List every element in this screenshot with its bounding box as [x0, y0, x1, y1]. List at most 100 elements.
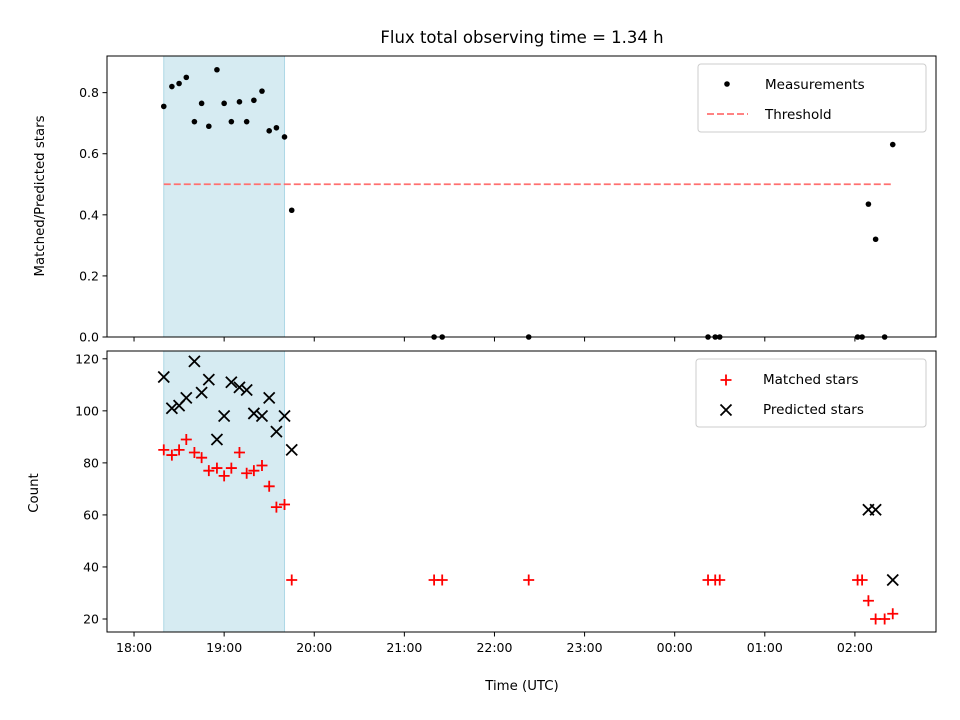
matched-star-point: [286, 574, 298, 586]
measurement-point: [169, 83, 175, 90]
matched-star-point: [196, 452, 208, 464]
predicted-star-point: [247, 407, 261, 420]
measurement-point: [889, 141, 896, 148]
measurement-point: [273, 124, 280, 131]
bottom-panel-series: [157, 355, 899, 625]
matched-star-point: [218, 470, 230, 482]
legend-matched-marker: [720, 374, 732, 386]
x-tick-label: 01:00: [747, 640, 783, 655]
predicted-star-point: [270, 425, 283, 438]
measurement-point: [191, 118, 198, 125]
y-tick-label: 0.0: [79, 330, 99, 345]
predicted-star-point: [165, 402, 179, 415]
matched-star-point: [241, 467, 253, 479]
legend-measurements-label: Measurements: [765, 77, 865, 93]
y-tick-label: 0.4: [79, 207, 99, 222]
predicted-star-point: [886, 573, 899, 587]
matched-star-point: [523, 574, 535, 586]
predicted-star-point: [180, 391, 193, 404]
predicted-star-point: [157, 370, 170, 384]
measurement-point: [160, 103, 167, 110]
measurement-point: [206, 123, 212, 130]
legend-predicted-label: Predicted stars: [763, 402, 864, 418]
matched-star-point: [436, 574, 448, 586]
bottom-panel: 20 40 60 80 100 120 18:00 19:00 20:00 21:00 22:00 2…: [27, 350, 937, 694]
top-y-axis-label: Matched/Predicted stars: [33, 115, 48, 276]
matched-star-point: [233, 446, 245, 458]
matched-star-point: [166, 449, 178, 461]
x-tick-label: 20:00: [296, 640, 332, 655]
measurement-point: [251, 97, 257, 104]
matched-star-point: [225, 462, 237, 474]
bottom-y-axis-label: Count: [27, 473, 42, 513]
predicted-star-point: [255, 409, 269, 423]
measurement-point: [236, 99, 243, 105]
predicted-star-point: [210, 433, 224, 446]
matched-star-point: [714, 574, 726, 586]
top-panel-ticks: 0.0 0.2 0.4 0.6 0.8: [79, 85, 856, 345]
predicted-star-point: [263, 391, 276, 404]
legend-measurements-marker: [724, 81, 730, 87]
matched-star-point: [158, 444, 170, 456]
measurement-point: [865, 201, 872, 207]
matched-star-point: [256, 459, 268, 471]
measurement-point: [259, 88, 265, 94]
matched-star-point: [862, 595, 874, 607]
measurement-point: [183, 74, 190, 81]
y-tick-label: 0.8: [79, 85, 99, 100]
predicted-star-point: [233, 381, 246, 394]
x-tick-label: 23:00: [567, 640, 603, 655]
chart-title: Flux total observing time = 1.34 h: [380, 28, 663, 47]
matched-star-point: [211, 462, 223, 474]
legend-predicted-marker: [719, 403, 733, 417]
predicted-star-point: [218, 409, 231, 423]
bottom-panel-frame: [106, 350, 937, 633]
y-tick-label: 40: [83, 559, 99, 574]
bottom-legend: Matched stars Predicted stars: [695, 358, 927, 428]
measurement-point: [214, 66, 220, 73]
measurement-point: [266, 128, 272, 134]
x-tick-label: 18:00: [116, 640, 152, 655]
matched-star-point: [856, 574, 868, 586]
y-tick-label: 100: [75, 403, 99, 418]
matched-star-point: [279, 499, 291, 511]
top-panel-frame: [106, 55, 937, 338]
x-tick-label: 21:00: [386, 640, 422, 655]
predicted-star-point: [240, 383, 253, 397]
bottom-legend-box: [695, 358, 927, 428]
y-tick-label: 0.2: [79, 268, 99, 283]
predicted-star-point: [869, 503, 882, 516]
predicted-star-point: [195, 386, 208, 399]
predicted-star-point: [225, 376, 238, 389]
top-panel: 0.00.20.40.60.8 Matched/Predicted stars …: [33, 55, 937, 345]
matched-star-point: [203, 465, 215, 477]
matched-star-point: [887, 608, 899, 620]
measurement-point: [198, 100, 205, 107]
x-tick-label: 19:00: [206, 640, 242, 655]
measurement-point: [228, 118, 235, 125]
matched-star-point: [188, 446, 200, 458]
y-tick-label: 120: [75, 351, 99, 366]
y-tick-label: 80: [83, 455, 99, 470]
x-tick-label: 02:00: [837, 640, 873, 655]
x-axis-label: Time (UTC): [484, 679, 559, 694]
legend-matched-label: Matched stars: [763, 372, 859, 388]
top-panel-series: [160, 66, 896, 340]
measurement-point: [281, 134, 288, 140]
matched-star-point: [248, 465, 260, 477]
matched-star-point: [879, 613, 891, 625]
matched-star-point: [270, 501, 282, 513]
y-tick-label: 0.6: [79, 146, 99, 161]
predicted-star-point: [188, 355, 201, 368]
top-legend-box: [697, 63, 927, 133]
measurement-point: [243, 118, 250, 125]
matched-star-point: [263, 480, 275, 492]
top-legend: Measurements Threshold: [697, 63, 927, 133]
matched-star-point: [173, 444, 185, 456]
x-tick-label: 22:00: [476, 640, 512, 655]
y-tick-label: 60: [83, 507, 99, 522]
bottom-panel-ticks: 20 40 60 80 100 120 18:00 19:00 20:00 21:00 22:00 2…: [75, 351, 873, 655]
measurement-point: [872, 236, 879, 243]
y-tick-label: 20: [83, 611, 99, 626]
